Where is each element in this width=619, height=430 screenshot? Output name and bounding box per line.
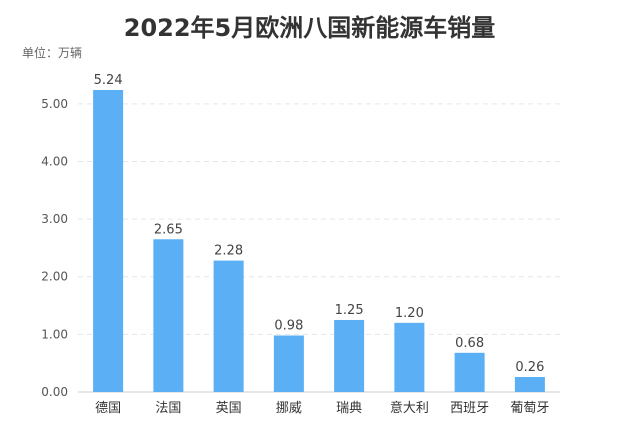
data-label: 5.24 bbox=[94, 73, 123, 88]
bar bbox=[334, 319, 365, 392]
y-axis-ticks: 0.00 1.00 2.00 3.00 4.00 5.00 bbox=[41, 97, 68, 399]
data-labels: 5.24 2.65 2.28 0.98 1.25 1.20 0.68 0.26 bbox=[94, 73, 545, 375]
bar bbox=[153, 239, 184, 392]
y-tick-label: 4.00 bbox=[41, 154, 68, 168]
data-label: 0.98 bbox=[274, 319, 303, 334]
x-tick-label: 德国 bbox=[95, 401, 121, 416]
y-tick-label: 3.00 bbox=[41, 212, 68, 226]
bar bbox=[394, 322, 425, 392]
bar bbox=[213, 260, 244, 392]
x-tick-label: 英国 bbox=[216, 401, 242, 416]
unit-label: 单位：万辆 bbox=[22, 46, 83, 60]
data-label: 2.28 bbox=[214, 244, 243, 259]
data-label: 2.65 bbox=[154, 222, 183, 237]
bar bbox=[454, 352, 485, 392]
data-label: 0.68 bbox=[455, 336, 484, 351]
bar bbox=[93, 89, 124, 393]
y-tick-label: 0.00 bbox=[41, 385, 68, 399]
x-tick-label: 瑞典 bbox=[336, 401, 362, 416]
data-label: 1.25 bbox=[335, 303, 364, 318]
x-tick-label: 意大利 bbox=[390, 400, 429, 416]
y-tick-label: 2.00 bbox=[41, 270, 68, 284]
bars bbox=[93, 89, 545, 393]
x-tick-label: 葡萄牙 bbox=[510, 401, 549, 416]
y-tick-label: 1.00 bbox=[41, 327, 68, 341]
bar bbox=[273, 335, 304, 392]
data-label: 0.26 bbox=[515, 360, 544, 375]
x-tick-label: 法国 bbox=[155, 401, 181, 416]
x-tick-label: 挪威 bbox=[276, 401, 302, 416]
chart-title: 2022年5月欧洲八国新能源车销量 bbox=[123, 14, 496, 42]
data-label: 1.20 bbox=[395, 306, 424, 321]
grid-lines bbox=[78, 103, 560, 335]
bar bbox=[514, 377, 545, 392]
y-tick-label: 5.00 bbox=[41, 97, 68, 111]
x-tick-label: 西班牙 bbox=[450, 401, 489, 416]
x-axis-labels: 德国 法国 英国 挪威 瑞典 意大利 西班牙 葡萄牙 bbox=[95, 400, 549, 416]
